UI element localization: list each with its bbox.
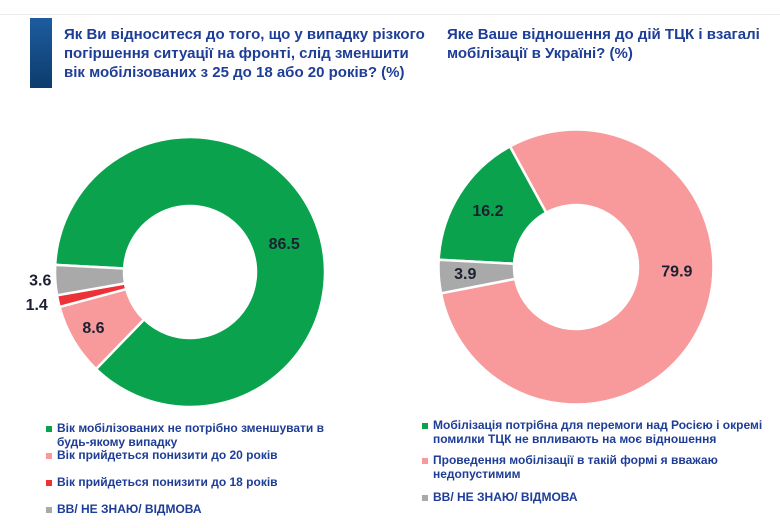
legend-swatch-pink: [46, 453, 52, 459]
right-donut-chart: 16.2 79.9 3.9: [437, 128, 715, 406]
title-accent-bar: [30, 18, 52, 88]
legend-swatch-green: [422, 423, 428, 429]
legend-swatch-gray: [46, 507, 52, 513]
legend-item-label: Мобілізація потрібна для перемоги над Ро…: [433, 418, 763, 446]
legend-item: ВВ/ НЕ ЗНАЮ/ ВІДМОВА: [422, 490, 578, 505]
left-donut-chart: 86.5 8.6 1.4 3.6: [26, 135, 327, 409]
legend-item: Вік прийдеться понизити до 20 років: [46, 448, 278, 463]
legend-item: Проведення мобілізації в такій формі я в…: [422, 453, 718, 481]
donut-slice-gray: [53, 263, 127, 297]
legend-item: Мобілізація потрібна для перемоги над Ро…: [422, 418, 763, 446]
donut-slice-green: [53, 135, 327, 409]
left-chart-title: Як Ви відноситеся до того, що у випадку …: [64, 26, 425, 81]
legend-swatch-red: [46, 480, 52, 486]
legend-item: Вік мобілізованих не потрібно зменшувати…: [46, 421, 325, 449]
legend-item-label: Проведення мобілізації в такій формі я в…: [433, 453, 718, 481]
donut-slice-value-label: 79.9: [661, 264, 692, 281]
donut-slice-green: [437, 145, 548, 266]
legend-item-label: Вік прийдеться понизити до 18 років: [57, 475, 278, 489]
donut-slice-value-label: 3.9: [454, 266, 476, 283]
legend-swatch-pink: [422, 458, 428, 464]
legend-item-label: Вік мобілізованих не потрібно зменшувати…: [57, 421, 325, 449]
donut-slice-value-label: 16.2: [472, 203, 503, 220]
top-divider-line: [0, 14, 780, 15]
legend-item: ВВ/ НЕ ЗНАЮ/ ВІДМОВА: [46, 502, 202, 517]
legend-swatch-green: [46, 426, 52, 432]
legend-item-label: Вік прийдеться понизити до 20 років: [57, 448, 278, 462]
donut-slice-pink: [439, 128, 715, 406]
legend-item-label: ВВ/ НЕ ЗНАЮ/ ВІДМОВА: [57, 502, 202, 516]
donut-slice-value-label: 3.6: [29, 272, 51, 289]
legend-item: Вік прийдеться понизити до 18 років: [46, 475, 278, 490]
right-chart-title: Яке Ваше відношення до дій ТЦК і взагалі…: [447, 26, 760, 62]
legend-swatch-gray: [422, 495, 428, 501]
donut-slice-value-label: 86.5: [269, 236, 300, 253]
donut-slice-gray: [437, 258, 517, 295]
donut-slice-value-label: 1.4: [26, 297, 48, 314]
legend-item-label: ВВ/ НЕ ЗНАЮ/ ВІДМОВА: [433, 490, 578, 504]
donut-slice-value-label: 8.6: [82, 320, 104, 337]
